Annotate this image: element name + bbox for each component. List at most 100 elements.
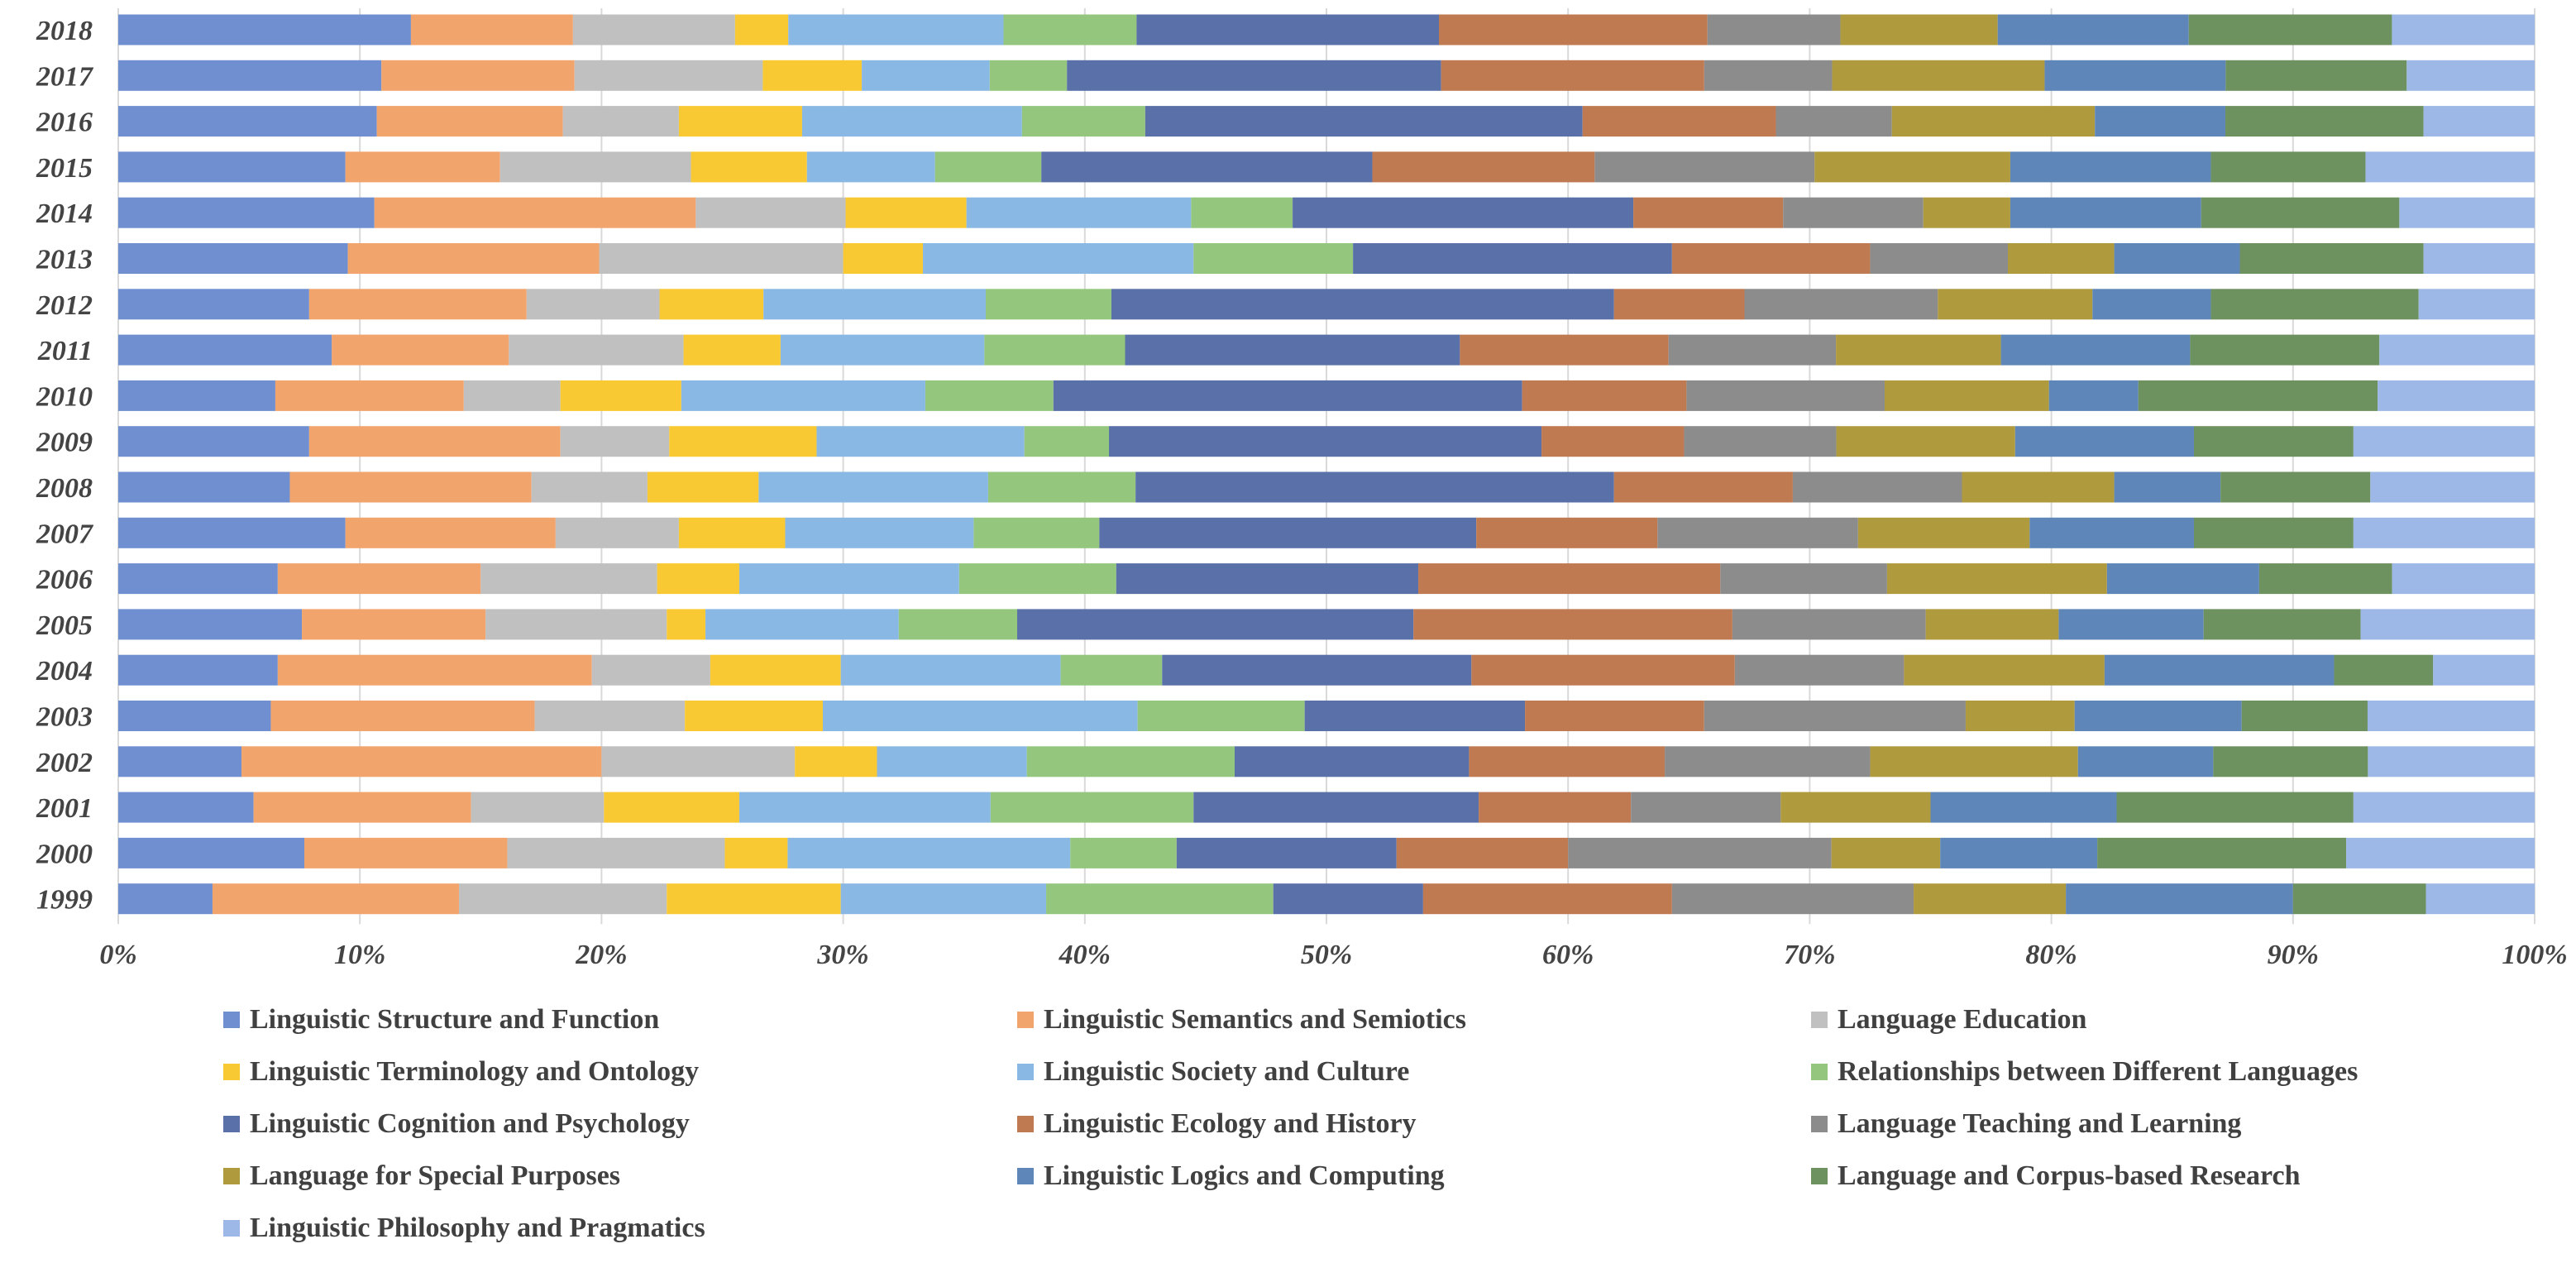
legend-label: Language for Special Purposes [250, 1160, 620, 1191]
bar-segment [787, 837, 1071, 868]
bar-segment [2379, 334, 2535, 366]
bar-segment [1732, 609, 1926, 640]
bar-segment [1940, 837, 2098, 868]
bar-segment [1136, 14, 1440, 45]
bar-segment [1792, 471, 1962, 503]
year-label: 1999 [36, 885, 93, 916]
bar-segment [1396, 837, 1569, 868]
legend-label: Linguistic Terminology and Ontology [250, 1056, 699, 1087]
legend-label: Linguistic Semantics and Semiotics [1044, 1004, 1466, 1035]
bar-segment [984, 334, 1126, 366]
year-label: 2012 [36, 290, 93, 321]
bar-segment [678, 517, 786, 548]
year-label: 2003 [36, 702, 93, 733]
bar-segment [277, 654, 592, 686]
bar-segment [2433, 654, 2535, 686]
bar-segment [987, 471, 1136, 503]
bar-segment [270, 701, 535, 731]
bar-segment [1176, 837, 1397, 868]
bar-segment [303, 837, 508, 868]
x-tick-label: 80% [2025, 940, 2077, 970]
bar-segment [2360, 609, 2535, 640]
bar-segment [923, 243, 1194, 274]
bar-segment [604, 792, 739, 823]
bar-segment [2008, 243, 2115, 274]
legend-label: Language Teaching and Learning [1838, 1108, 2241, 1139]
bars [118, 14, 2535, 915]
bar-segment [1162, 654, 1472, 686]
legend-swatch [1811, 1168, 1828, 1184]
bar-segment [345, 151, 500, 183]
bar-segment [762, 60, 863, 91]
x-tick-label: 50% [1301, 940, 1352, 970]
bar-segment [1471, 654, 1735, 686]
x-tick-label: 0% [99, 940, 136, 970]
bar-segment [1707, 14, 1841, 45]
bar-segment [1041, 151, 1373, 183]
legend-label: Language and Corpus-based Research [1838, 1160, 2301, 1191]
bar-segment [118, 837, 304, 868]
bar-segment [1631, 792, 1781, 823]
bar-segment [2044, 60, 2226, 91]
legend-label: Language Education [1838, 1004, 2086, 1035]
bar-segment [2193, 426, 2354, 457]
bar-segment [2346, 837, 2535, 868]
bar-segment [705, 609, 899, 640]
bar-segment [1671, 883, 1914, 915]
bar-segment [1439, 14, 1708, 45]
year-label: 2009 [36, 428, 93, 458]
bar-segment [2193, 517, 2354, 548]
bar-segment [1840, 14, 1998, 45]
bar-segment [738, 563, 959, 595]
gridlines [117, 8, 2535, 925]
bar-segment [1441, 60, 1704, 91]
bar-segment [2066, 883, 2293, 915]
bar-segment [1522, 380, 1687, 411]
legend-swatch [1017, 1012, 1034, 1028]
bar-segment [253, 792, 471, 823]
bar-segment [734, 14, 789, 45]
year-label: 2018 [36, 16, 93, 46]
bar-segment [934, 151, 1042, 183]
bar-segment [1003, 14, 1137, 45]
bar-segment [118, 380, 275, 411]
bar-segment [1193, 792, 1479, 823]
bar-segment [1884, 380, 2049, 411]
bar-segment [1783, 197, 1924, 228]
bar-segment [1021, 106, 1145, 137]
bar-segment [2378, 380, 2535, 411]
bar-segment [1418, 563, 1721, 595]
bar-segment [2106, 563, 2259, 595]
legend-label: Relationships between Different Language… [1838, 1056, 2358, 1087]
bar-segment [1568, 837, 1832, 868]
bar-segment [531, 471, 648, 503]
bar-segment [659, 289, 764, 320]
legend-label: Linguistic Society and Culture [1044, 1056, 1409, 1087]
bar-segment [2010, 151, 2211, 183]
bar-segment [118, 701, 271, 731]
bar-segment [599, 243, 844, 274]
bar-segment [601, 746, 796, 777]
bar-segment [801, 106, 1022, 137]
bar-segment [2092, 289, 2211, 320]
bar-segment [647, 471, 759, 503]
bar-segment [2095, 106, 2225, 137]
bar-segment [2239, 243, 2424, 274]
bar-segment [463, 380, 561, 411]
bar-segment [2014, 426, 2194, 457]
bar-segment [118, 609, 303, 640]
bar-segment [2000, 334, 2191, 366]
bar-segment [2367, 701, 2535, 731]
bar-segment [958, 563, 1116, 595]
bar-segment [2423, 243, 2535, 274]
legend-swatch [223, 1168, 240, 1184]
bar-segment [2201, 197, 2400, 228]
bar-segment [1886, 563, 2107, 595]
legend-swatch [1811, 1012, 1828, 1028]
year-label: 2001 [36, 793, 93, 824]
bar-segment [1060, 654, 1163, 686]
bar-segment [308, 289, 527, 320]
bar-segment [212, 883, 460, 915]
bar-segment [2425, 883, 2535, 915]
